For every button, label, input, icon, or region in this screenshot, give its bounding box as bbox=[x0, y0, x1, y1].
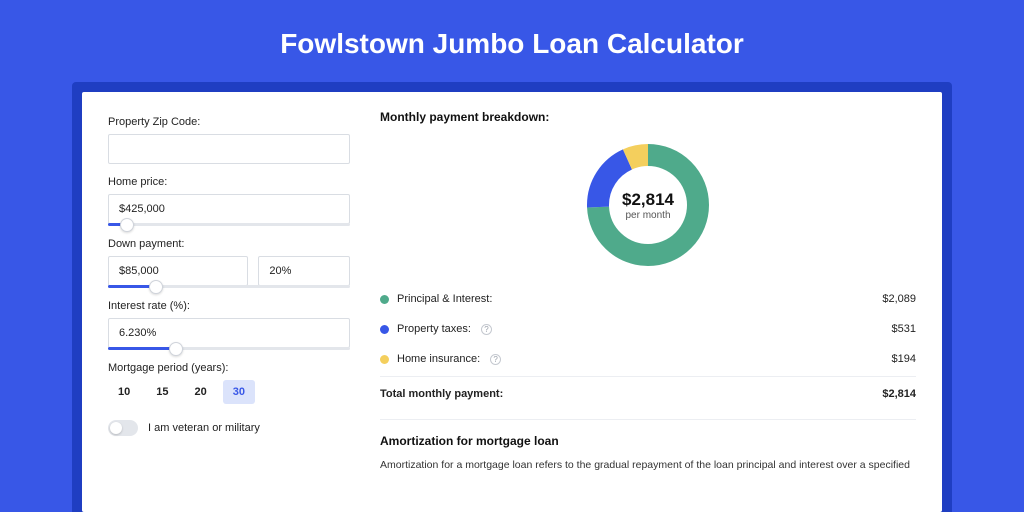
period-button-15[interactable]: 15 bbox=[146, 380, 178, 404]
donut-sub: per month bbox=[625, 210, 670, 221]
legend-dot bbox=[380, 325, 389, 334]
home-price-slider[interactable] bbox=[108, 223, 350, 226]
down-payment-slider[interactable] bbox=[108, 285, 350, 288]
veteran-row: I am veteran or military bbox=[108, 420, 350, 436]
breakdown-row: Property taxes:? $531 bbox=[380, 314, 916, 344]
down-payment-pct-input[interactable] bbox=[258, 256, 350, 286]
amortization-text: Amortization for a mortgage loan refers … bbox=[380, 458, 916, 474]
total-value: $2,814 bbox=[882, 388, 916, 400]
zip-input[interactable] bbox=[108, 134, 350, 164]
breakdown-label: Principal & Interest: bbox=[397, 293, 492, 305]
interest-rate-label: Interest rate (%): bbox=[108, 300, 350, 312]
panel-border: Property Zip Code: Home price: Down paym… bbox=[72, 82, 952, 512]
home-price-input[interactable] bbox=[108, 194, 350, 224]
home-price-slider-thumb[interactable] bbox=[120, 218, 134, 232]
interest-rate-input[interactable] bbox=[108, 318, 350, 348]
interest-rate-slider-fill bbox=[108, 347, 176, 350]
period-button-10[interactable]: 10 bbox=[108, 380, 140, 404]
legend-dot bbox=[380, 355, 389, 364]
down-payment-label: Down payment: bbox=[108, 238, 350, 250]
zip-field-block: Property Zip Code: bbox=[108, 116, 350, 164]
amortization-title: Amortization for mortgage loan bbox=[380, 434, 916, 448]
mortgage-period-block: Mortgage period (years): 1015 2030 bbox=[108, 362, 350, 404]
interest-rate-slider[interactable] bbox=[108, 347, 350, 350]
breakdown-label: Home insurance: bbox=[397, 353, 480, 365]
payment-donut-chart: $2,814 per month bbox=[583, 140, 713, 270]
breakdown-row: Principal & Interest: $2,089 bbox=[380, 284, 916, 314]
zip-label: Property Zip Code: bbox=[108, 116, 350, 128]
interest-rate-block: Interest rate (%): bbox=[108, 300, 350, 350]
breakdown-rows: Principal & Interest: $2,089 Property taxe… bbox=[380, 284, 916, 374]
page-title: Fowlstown Jumbo Loan Calculator bbox=[0, 0, 1024, 82]
donut-wrap: $2,814 per month bbox=[380, 134, 916, 284]
down-payment-slider-thumb[interactable] bbox=[149, 280, 163, 294]
breakdown-value: $194 bbox=[892, 353, 916, 365]
veteran-toggle-knob bbox=[110, 422, 122, 434]
form-column: Property Zip Code: Home price: Down paym… bbox=[108, 110, 368, 512]
divider bbox=[380, 419, 916, 420]
mortgage-period-label: Mortgage period (years): bbox=[108, 362, 350, 374]
home-price-label: Home price: bbox=[108, 176, 350, 188]
calculator-panel: Property Zip Code: Home price: Down paym… bbox=[82, 92, 942, 512]
period-button-30[interactable]: 30 bbox=[223, 380, 255, 404]
home-price-block: Home price: bbox=[108, 176, 350, 226]
down-payment-amount-input[interactable] bbox=[108, 256, 248, 286]
breakdown-label: Property taxes: bbox=[397, 323, 471, 335]
breakdown-column: Monthly payment breakdown: $2,814 per mo… bbox=[368, 110, 916, 512]
breakdown-value: $531 bbox=[892, 323, 916, 335]
down-payment-block: Down payment: bbox=[108, 238, 350, 288]
breakdown-row: Home insurance:? $194 bbox=[380, 344, 916, 374]
mortgage-period-options: 1015 2030 bbox=[108, 380, 350, 404]
info-icon[interactable]: ? bbox=[481, 324, 492, 335]
breakdown-value: $2,089 bbox=[882, 293, 916, 305]
veteran-toggle[interactable] bbox=[108, 420, 138, 436]
total-label: Total monthly payment: bbox=[380, 388, 503, 400]
interest-rate-slider-thumb[interactable] bbox=[169, 342, 183, 356]
donut-amount: $2,814 bbox=[622, 190, 674, 210]
donut-center: $2,814 per month bbox=[583, 140, 713, 270]
total-row: Total monthly payment: $2,814 bbox=[380, 376, 916, 409]
info-icon[interactable]: ? bbox=[490, 354, 501, 365]
legend-dot bbox=[380, 295, 389, 304]
breakdown-title: Monthly payment breakdown: bbox=[380, 110, 916, 124]
veteran-label: I am veteran or military bbox=[148, 422, 260, 434]
period-button-20[interactable]: 20 bbox=[185, 380, 217, 404]
